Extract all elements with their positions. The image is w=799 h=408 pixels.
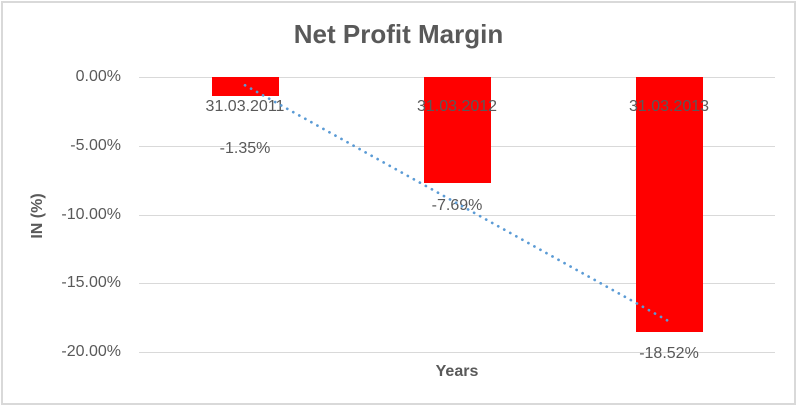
bar	[211, 77, 279, 96]
chart-title: Net Profit Margin	[293, 19, 504, 49]
gridline	[139, 352, 775, 353]
data-label: -7.69%	[431, 196, 483, 214]
y-axis-tick-label: -20.00%	[61, 343, 121, 360]
y-axis-tick-label: 0.00%	[75, 68, 121, 85]
data-label: -1.35%	[219, 139, 271, 157]
category-label: 31.03.2013	[628, 98, 710, 115]
x-axis-title: Years	[435, 363, 479, 380]
data-label: -18.52%	[639, 344, 699, 362]
category-label: 31.03.2012	[416, 98, 498, 115]
bar	[423, 77, 491, 183]
y-axis-tick-label: -15.00%	[61, 274, 121, 292]
y-axis-tick-label: -5.00%	[70, 136, 121, 154]
y-axis-tick-label: -10.00%	[61, 205, 121, 223]
category-label: 31.03.2011	[205, 98, 285, 115]
